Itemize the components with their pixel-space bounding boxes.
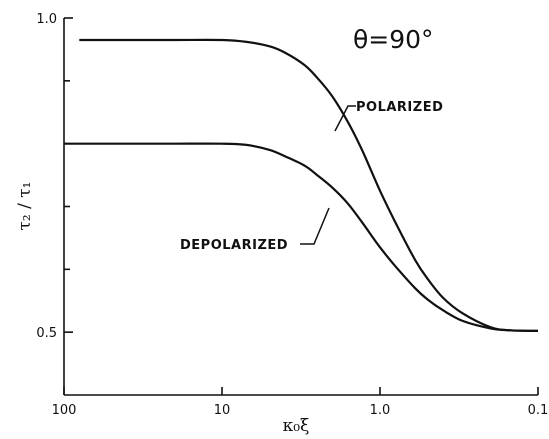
polarized-leader-line [334, 105, 356, 132]
y-tick-label: 0.5 [36, 326, 57, 341]
annotations: θ=90° POLARIZED DEPOLARIZED [180, 25, 443, 253]
series-line-depolarized [64, 142, 539, 332]
x-tick-label: 0.1 [528, 403, 549, 418]
y-tick-label: 1.0 [36, 12, 57, 27]
series-label-polarized: POLARIZED [356, 100, 443, 115]
series-line-polarized [79, 38, 539, 332]
series-label-depolarized: DEPOLARIZED [180, 238, 288, 253]
axis-ticks: 100 10 1.0 0.1 1.0 0.5 [36, 12, 548, 418]
depolarized-leader-line [300, 207, 330, 245]
y-axis-title: τ₂ / τ₁ [15, 182, 35, 231]
axis-titles: τ₂ / τ₁ κ₀ξ [15, 182, 309, 436]
x-tick-label: 10 [214, 403, 231, 418]
angle-annotation: θ=90° [353, 25, 434, 54]
x-axis-title: κ₀ξ [283, 416, 310, 436]
series-lines [64, 38, 539, 332]
plot-area [63, 18, 538, 396]
x-tick-label: 1.0 [370, 403, 391, 418]
x-tick-label: 100 [52, 403, 77, 418]
